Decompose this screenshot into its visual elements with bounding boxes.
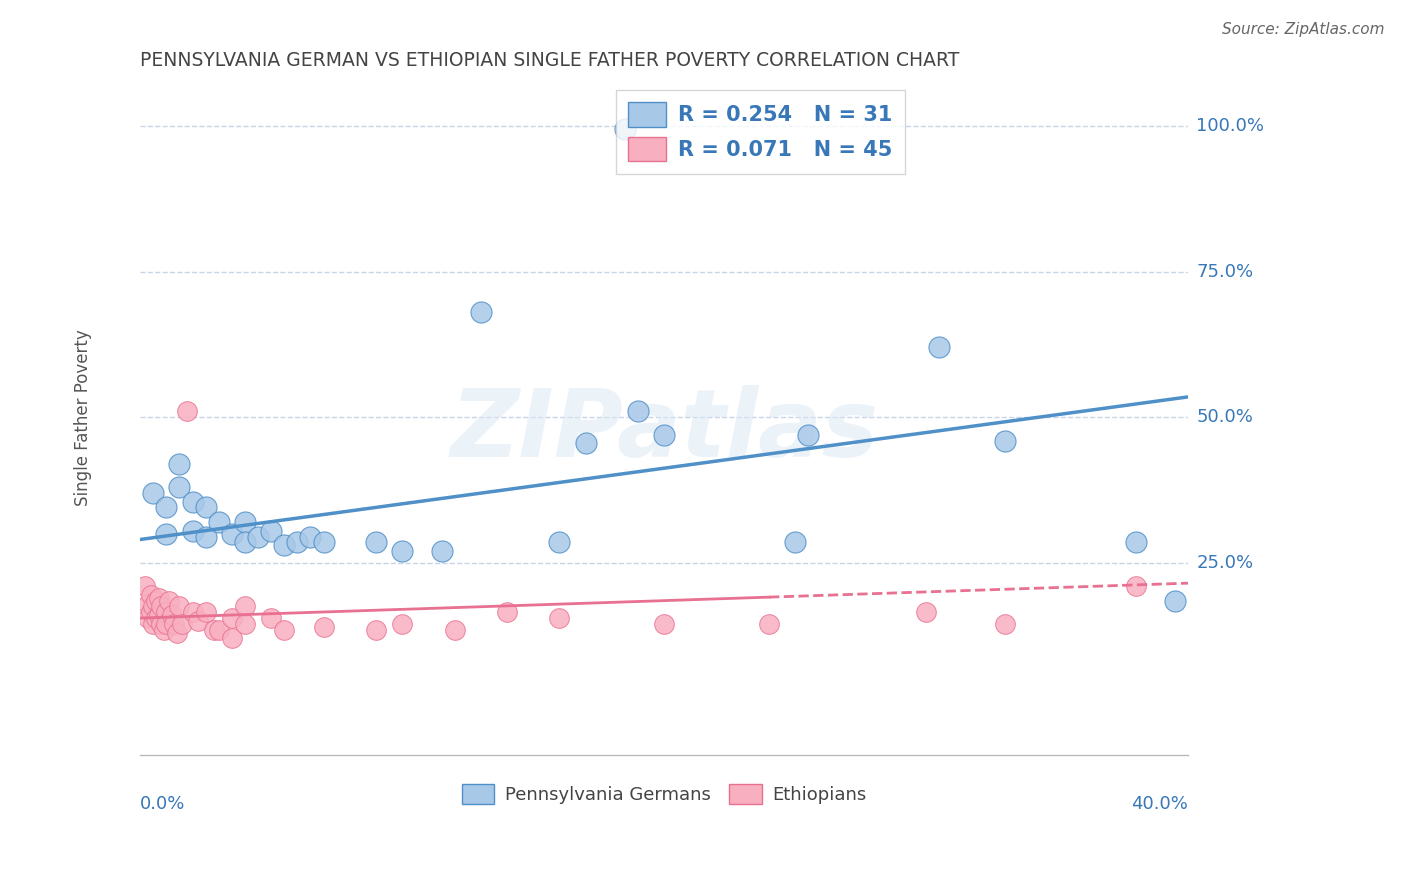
Point — [150, 616, 173, 631]
Point — [208, 623, 231, 637]
Point — [166, 625, 188, 640]
Point — [391, 616, 413, 631]
Point — [134, 579, 156, 593]
Point — [430, 544, 453, 558]
Point — [181, 605, 204, 619]
Point — [312, 620, 335, 634]
Point — [496, 605, 519, 619]
Point — [145, 611, 167, 625]
Point — [176, 404, 198, 418]
Text: Source: ZipAtlas.com: Source: ZipAtlas.com — [1222, 22, 1385, 37]
Point — [194, 530, 217, 544]
Point — [136, 597, 159, 611]
Point — [194, 500, 217, 515]
Point — [233, 616, 256, 631]
Point — [148, 591, 170, 605]
Point — [155, 616, 177, 631]
Point — [797, 427, 820, 442]
Text: 25.0%: 25.0% — [1197, 554, 1253, 572]
Point — [785, 535, 807, 549]
Point — [160, 608, 183, 623]
Point — [548, 611, 571, 625]
Point — [260, 611, 283, 625]
Point — [136, 611, 159, 625]
Point — [928, 340, 950, 354]
Point — [1125, 579, 1147, 593]
Point — [915, 605, 938, 619]
Point — [627, 404, 650, 418]
Point — [364, 535, 387, 549]
Text: 40.0%: 40.0% — [1132, 796, 1188, 814]
Point — [994, 434, 1017, 448]
Point — [142, 599, 165, 614]
Point — [221, 632, 243, 646]
Point — [148, 608, 170, 623]
Point — [233, 535, 256, 549]
Point — [575, 436, 598, 450]
Point — [157, 593, 180, 607]
Point — [1125, 535, 1147, 549]
Point — [652, 616, 675, 631]
Point — [152, 623, 174, 637]
Point — [145, 593, 167, 607]
Point — [1164, 593, 1187, 607]
Point — [312, 535, 335, 549]
Point — [163, 616, 186, 631]
Text: 50.0%: 50.0% — [1197, 409, 1253, 426]
Point — [758, 616, 780, 631]
Point — [208, 515, 231, 529]
Point — [150, 599, 173, 614]
Point — [194, 605, 217, 619]
Point — [233, 515, 256, 529]
Point — [233, 599, 256, 614]
Point — [187, 614, 209, 628]
Point — [155, 605, 177, 619]
Text: 0.0%: 0.0% — [141, 796, 186, 814]
Point — [172, 616, 194, 631]
Point — [548, 535, 571, 549]
Legend: Pennsylvania Germans, Ethiopians: Pennsylvania Germans, Ethiopians — [453, 774, 876, 814]
Point — [273, 538, 295, 552]
Point — [443, 623, 465, 637]
Point — [181, 494, 204, 508]
Point — [202, 623, 225, 637]
Point — [994, 616, 1017, 631]
Point — [221, 526, 243, 541]
Point — [391, 544, 413, 558]
Point — [155, 526, 177, 541]
Point — [169, 599, 191, 614]
Point — [652, 427, 675, 442]
Point — [169, 480, 191, 494]
Text: 100.0%: 100.0% — [1197, 117, 1264, 136]
Point — [155, 500, 177, 515]
Point — [364, 623, 387, 637]
Text: Single Father Poverty: Single Father Poverty — [73, 329, 91, 506]
Text: PENNSYLVANIA GERMAN VS ETHIOPIAN SINGLE FATHER POVERTY CORRELATION CHART: PENNSYLVANIA GERMAN VS ETHIOPIAN SINGLE … — [141, 51, 959, 70]
Text: 75.0%: 75.0% — [1197, 262, 1253, 281]
Point — [299, 530, 322, 544]
Point — [139, 588, 162, 602]
Point — [139, 605, 162, 619]
Point — [470, 305, 492, 319]
Point — [260, 524, 283, 538]
Text: ZIPatlas: ZIPatlas — [450, 384, 879, 476]
Point — [169, 457, 191, 471]
Point — [247, 530, 270, 544]
Point — [613, 122, 636, 136]
Point — [221, 611, 243, 625]
Point — [181, 524, 204, 538]
Point — [287, 535, 309, 549]
Point — [142, 486, 165, 500]
Point — [273, 623, 295, 637]
Point — [142, 616, 165, 631]
